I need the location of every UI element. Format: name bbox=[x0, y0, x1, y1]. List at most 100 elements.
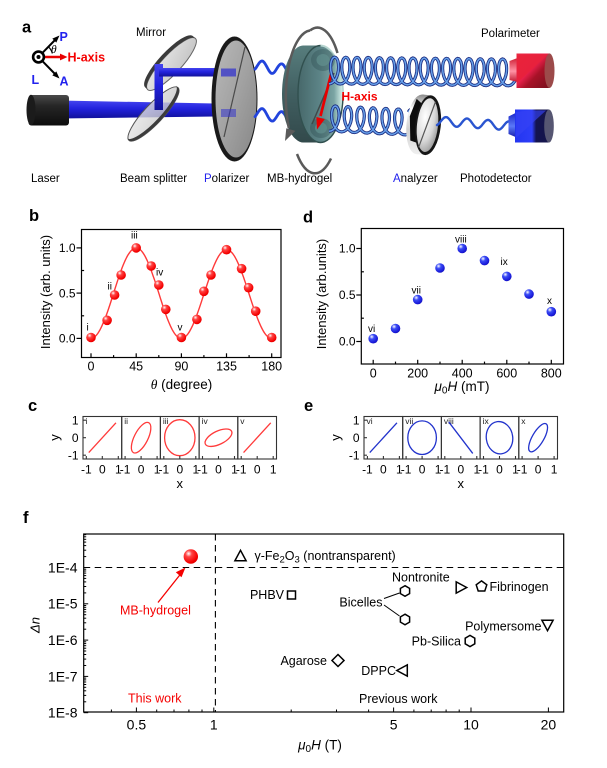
svg-text:1: 1 bbox=[210, 717, 218, 733]
svg-text:x: x bbox=[177, 476, 184, 491]
svg-text:0: 0 bbox=[353, 431, 360, 445]
svg-text:ix: ix bbox=[483, 416, 490, 426]
svg-text:viii: viii bbox=[444, 416, 454, 426]
svg-text:1: 1 bbox=[473, 463, 480, 477]
svg-text:μ0H (T): μ0H (T) bbox=[297, 738, 342, 756]
svg-text:1: 1 bbox=[72, 413, 79, 427]
svg-text:Beam splitter: Beam splitter bbox=[120, 173, 187, 185]
svg-text:0: 0 bbox=[496, 463, 503, 477]
svg-text:0: 0 bbox=[72, 431, 79, 445]
svg-text:Fibrinogen: Fibrinogen bbox=[490, 580, 549, 594]
svg-text:vi: vi bbox=[368, 324, 375, 335]
svg-text:MB-hydrogel: MB-hydrogel bbox=[267, 173, 332, 185]
svg-text:1: 1 bbox=[231, 463, 238, 477]
svg-text:Previous work: Previous work bbox=[359, 692, 438, 706]
svg-text:0: 0 bbox=[370, 367, 377, 381]
svg-text:0: 0 bbox=[457, 463, 464, 477]
svg-text:x: x bbox=[521, 416, 526, 426]
svg-text:d: d bbox=[303, 209, 313, 227]
svg-text:1E-7: 1E-7 bbox=[48, 668, 78, 684]
svg-text:a: a bbox=[22, 19, 32, 37]
svg-text:vi: vi bbox=[367, 416, 373, 426]
svg-text:Agarose: Agarose bbox=[280, 654, 327, 668]
svg-text:iii: iii bbox=[163, 416, 169, 426]
svg-text:iii: iii bbox=[131, 231, 138, 242]
svg-text:1: 1 bbox=[353, 413, 360, 427]
svg-text:H-axis: H-axis bbox=[342, 90, 378, 104]
svg-text:v: v bbox=[240, 416, 245, 426]
svg-text:-1: -1 bbox=[120, 463, 131, 477]
svg-text:-1: -1 bbox=[349, 448, 360, 462]
svg-text:Δn: Δn bbox=[28, 617, 43, 634]
svg-text:ii: ii bbox=[108, 282, 112, 293]
svg-text:Intensity (arb. units): Intensity (arb. units) bbox=[38, 235, 53, 349]
svg-text:-1: -1 bbox=[158, 463, 169, 477]
svg-text:180: 180 bbox=[261, 360, 282, 374]
svg-text:Polymersome: Polymersome bbox=[465, 620, 541, 634]
svg-text:1E-5: 1E-5 bbox=[48, 596, 78, 612]
svg-text:1: 1 bbox=[435, 463, 442, 477]
svg-text:ix: ix bbox=[501, 257, 508, 268]
svg-text:1E-6: 1E-6 bbox=[48, 632, 78, 648]
svg-text:Laser: Laser bbox=[31, 173, 60, 185]
svg-text:-1: -1 bbox=[439, 463, 450, 477]
svg-text:ii: ii bbox=[124, 416, 128, 426]
svg-text:90: 90 bbox=[174, 360, 188, 374]
svg-text:Mirror: Mirror bbox=[136, 27, 166, 39]
svg-text:400: 400 bbox=[452, 367, 473, 381]
svg-text:i: i bbox=[86, 416, 88, 426]
svg-text:-1: -1 bbox=[478, 463, 489, 477]
svg-text:20: 20 bbox=[541, 717, 557, 733]
svg-text:iv: iv bbox=[202, 416, 209, 426]
svg-text:Polarizer: Polarizer bbox=[204, 173, 250, 185]
svg-text:DPPC: DPPC bbox=[361, 664, 396, 678]
svg-text:This work: This work bbox=[128, 692, 182, 706]
svg-text:0.5: 0.5 bbox=[339, 288, 356, 302]
svg-text:0: 0 bbox=[419, 463, 426, 477]
svg-text:1E-4: 1E-4 bbox=[48, 559, 78, 575]
svg-text:Analyzer: Analyzer bbox=[393, 173, 438, 185]
svg-text:200: 200 bbox=[407, 367, 428, 381]
svg-text:Polarimeter: Polarimeter bbox=[481, 28, 540, 40]
svg-text:v: v bbox=[178, 323, 183, 334]
svg-text:1: 1 bbox=[154, 463, 161, 477]
svg-text:H-axis: H-axis bbox=[68, 51, 106, 65]
svg-text:0: 0 bbox=[254, 463, 261, 477]
svg-text:0: 0 bbox=[380, 463, 387, 477]
svg-text:-1: -1 bbox=[68, 448, 79, 462]
svg-text:10: 10 bbox=[463, 717, 479, 733]
svg-text:1: 1 bbox=[192, 463, 199, 477]
svg-text:45: 45 bbox=[129, 360, 143, 374]
svg-text:1: 1 bbox=[270, 463, 277, 477]
svg-text:Pb-Silica: Pb-Silica bbox=[412, 635, 461, 649]
svg-text:0: 0 bbox=[176, 463, 183, 477]
svg-text:0.5: 0.5 bbox=[59, 286, 76, 300]
svg-text:Bicelles: Bicelles bbox=[339, 596, 382, 610]
svg-text:1E-8: 1E-8 bbox=[48, 705, 78, 721]
svg-text:600: 600 bbox=[496, 367, 517, 381]
svg-text:Intensity (arb.units): Intensity (arb.units) bbox=[314, 239, 329, 350]
svg-text:γ-Fe2O3 (nontransparent): γ-Fe2O3 (nontransparent) bbox=[255, 549, 396, 565]
svg-text:0.5: 0.5 bbox=[127, 717, 147, 733]
svg-text:L: L bbox=[32, 73, 40, 87]
svg-text:vii: vii bbox=[412, 286, 421, 297]
svg-text:0: 0 bbox=[88, 360, 95, 374]
svg-text:-1: -1 bbox=[401, 463, 412, 477]
svg-text:Nontronite: Nontronite bbox=[392, 571, 450, 585]
svg-text:x: x bbox=[458, 476, 465, 491]
svg-text:-1: -1 bbox=[81, 463, 92, 477]
svg-text:0.0: 0.0 bbox=[339, 335, 356, 349]
svg-text:0.0: 0.0 bbox=[59, 332, 76, 346]
svg-text:PHBV: PHBV bbox=[250, 588, 285, 602]
svg-text:μ0H (mT): μ0H (mT) bbox=[434, 379, 490, 397]
svg-text:MB-hydrogel: MB-hydrogel bbox=[120, 604, 191, 618]
svg-text:-1: -1 bbox=[362, 463, 373, 477]
svg-text:-1: -1 bbox=[197, 463, 208, 477]
svg-text:e: e bbox=[304, 397, 313, 415]
svg-text:vii: vii bbox=[405, 416, 413, 426]
svg-text:0: 0 bbox=[215, 463, 222, 477]
svg-text:Photodetector: Photodetector bbox=[460, 173, 532, 185]
svg-text:1: 1 bbox=[396, 463, 403, 477]
svg-text:θ: θ bbox=[51, 44, 57, 56]
svg-text:135: 135 bbox=[216, 360, 237, 374]
